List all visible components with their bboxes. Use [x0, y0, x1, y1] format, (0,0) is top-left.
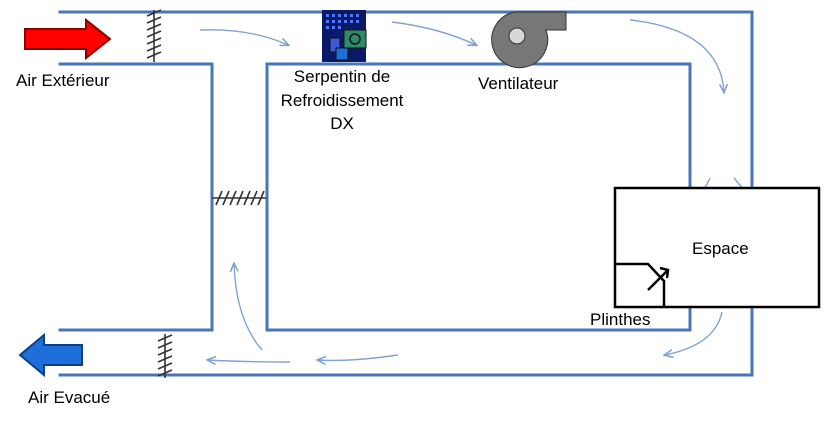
outside-air-arrow-icon — [24, 17, 112, 61]
airflow-arrow — [665, 311, 723, 355]
cooling-coil-icon — [322, 10, 367, 62]
airflow-arrow — [199, 29, 288, 45]
space-label: Espace — [692, 239, 749, 258]
coil-label-line-1: Serpentin de — [293, 67, 391, 86]
exhaust-air-arrow-icon — [18, 332, 83, 378]
airflow-arrow — [629, 19, 724, 92]
recirculation-damper-icon — [212, 190, 266, 206]
duct-return-left — [58, 62, 214, 332]
airflow-arrow — [234, 264, 263, 351]
airflow-arrow — [391, 21, 476, 45]
space-box — [613, 186, 821, 309]
baseboard-heater-icon — [615, 262, 670, 307]
baseboard-label: Plinthes — [590, 310, 651, 329]
duct-inner-loop — [265, 62, 692, 332]
exhaust-damper-icon — [157, 334, 173, 378]
coil-label-line-3: DX — [330, 114, 354, 133]
exhaust-air-label: Air Evacué — [28, 388, 111, 407]
fan-label: Ventilateur — [478, 74, 559, 93]
outside-air-label: Air Extérieur — [16, 71, 110, 90]
coil-label-line-2: Refroidissement — [280, 91, 404, 110]
airflow-arrow — [208, 360, 291, 362]
airflow-arrow — [318, 354, 399, 360]
outside-air-damper-icon — [146, 9, 162, 62]
centrifugal-fan-icon — [491, 11, 567, 69]
